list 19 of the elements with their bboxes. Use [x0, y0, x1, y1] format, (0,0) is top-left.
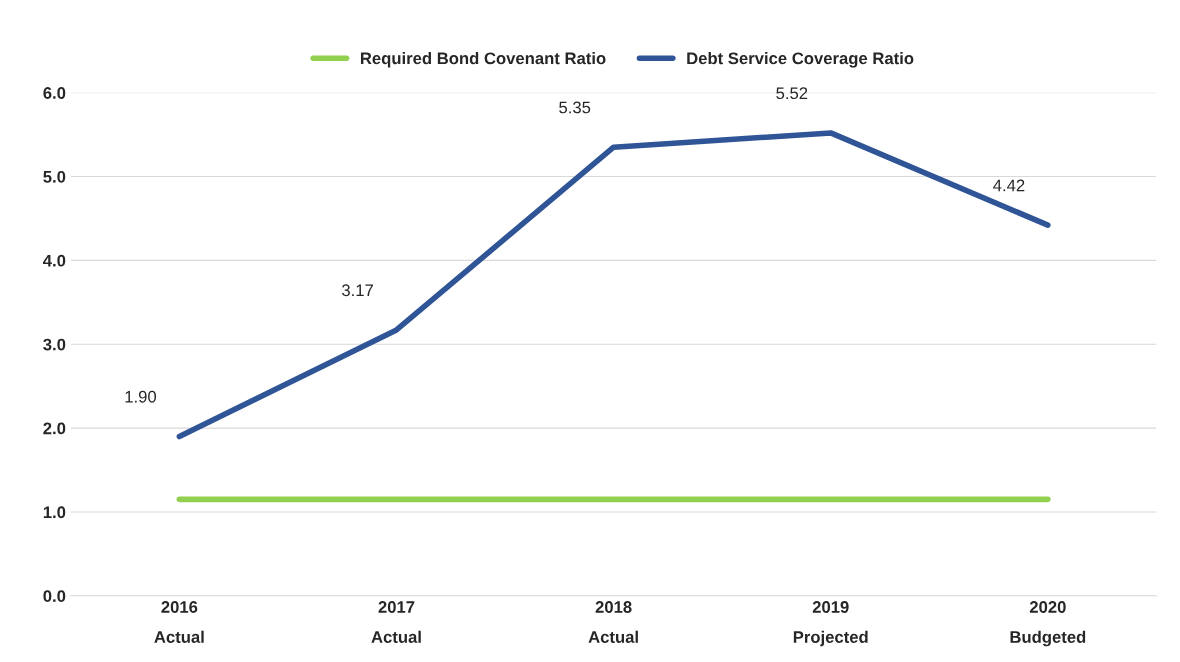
- y-tick-label: 2.0: [43, 422, 66, 435]
- y-tick-label: 1.0: [43, 506, 66, 519]
- data-label: 1.90: [125, 390, 157, 403]
- x-tick-label: 2018 Actual: [588, 601, 638, 643]
- y-tick-label: 3.0: [43, 338, 66, 351]
- data-label: 4.42: [993, 179, 1025, 192]
- x-tick-label: 2017 Actual: [371, 601, 421, 643]
- y-tick-label: 0.0: [43, 590, 66, 602]
- x-tick-label: 2019 Projected: [793, 601, 868, 647]
- legend-label: Required Bond Covenant Ratio: [360, 52, 606, 68]
- data-label: 5.52: [776, 87, 808, 100]
- data-label: 5.35: [559, 101, 591, 114]
- data-label: 3.17: [342, 284, 373, 297]
- legend-label: Debt Service Coverage Ratio: [687, 52, 914, 68]
- y-tick-label: 5.0: [43, 170, 66, 183]
- y-tick-label: 6.0: [43, 87, 66, 99]
- x-tick-label: 2020 Budgeted: [1010, 601, 1086, 647]
- x-tick-label: 2016 Actual: [154, 601, 204, 643]
- y-tick-label: 4.0: [43, 254, 66, 267]
